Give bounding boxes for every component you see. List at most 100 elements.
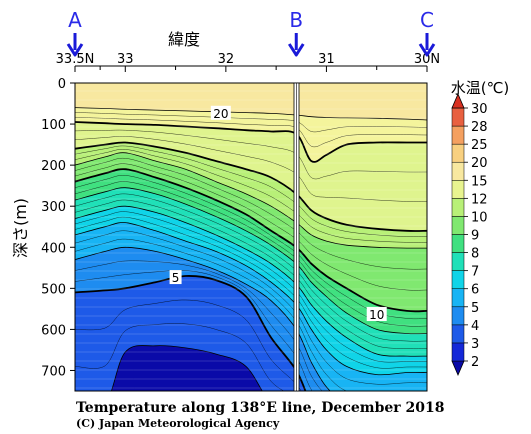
depth-tick-label: 300 <box>41 200 66 215</box>
isotherm-minor <box>75 238 348 391</box>
isotherm-minor <box>75 216 427 369</box>
depth-axis-label: 深さ(m) <box>11 198 30 258</box>
isotherm-minor <box>75 129 427 180</box>
colorbar-box <box>451 234 465 253</box>
depth-tick-label: 600 <box>41 323 66 338</box>
isotherm-minor <box>75 323 285 391</box>
band-below-3 <box>133 347 239 391</box>
depth-tick-label: 700 <box>41 364 66 379</box>
colorbar-label: 25 <box>471 138 488 153</box>
isotherm-25 <box>75 107 427 121</box>
depth-tick-label: 0 <box>58 77 66 92</box>
colorbar-box <box>451 143 465 163</box>
isotherm-minor <box>75 211 427 363</box>
isotherm-minor <box>75 149 427 243</box>
isotherm-15 <box>75 141 427 232</box>
latitude-tick-label: 33 <box>117 52 134 67</box>
colorbar-label: 28 <box>471 120 488 135</box>
colorbar-box <box>451 125 465 145</box>
contour-label-bg <box>169 270 182 285</box>
colorbar-box <box>451 180 465 199</box>
colorbar-label: 12 <box>471 192 488 207</box>
isotherm-minor <box>75 193 427 342</box>
isotherm-minor <box>75 145 427 237</box>
colorbar-title: 水温(℃) <box>451 79 510 97</box>
contour-label-bg <box>210 105 231 120</box>
isotherm-10 <box>75 168 427 313</box>
station-markers: A B C <box>66 8 436 57</box>
colorbar-label: 7 <box>471 265 479 280</box>
depth-ticks: 0 100 200 300 400 500 600 700 <box>41 77 75 379</box>
station-c-label: C <box>420 8 434 32</box>
colorbar-label: 10 <box>471 210 488 225</box>
colorbar-box <box>451 252 465 271</box>
colorbar-label: 20 <box>471 156 488 171</box>
colorbar-box <box>451 161 465 181</box>
station-a-arrowhead <box>66 43 84 57</box>
latitude-tick-label: 30N <box>414 52 440 67</box>
latitude-axis: 33.5N 33 32 31 30N 緯度 <box>56 30 440 72</box>
contour-labels: 20 5 10 <box>169 105 387 322</box>
chart-title: Temperature along 138°E line, December 2… <box>76 400 445 416</box>
isotherm-lines <box>75 107 427 391</box>
station-b-section-line <box>293 82 300 392</box>
depth-tick-label: 100 <box>41 118 66 133</box>
latitude-tick-label: 33.5N <box>56 52 95 67</box>
colorbar-label: 8 <box>471 247 479 262</box>
depth-tick-label: 500 <box>41 282 66 297</box>
colorbar-box <box>451 342 465 362</box>
isotherm-8 <box>75 205 427 357</box>
isotherm-minor <box>75 112 427 133</box>
colorbar-label: 5 <box>471 301 479 316</box>
colorbar-labels: 2 3 4 5 6 7 8 9 10 12 15 20 25 28 30 <box>464 102 488 370</box>
isotherm-minor <box>75 157 427 270</box>
station-b-label: B <box>289 8 303 32</box>
contour-label: 10 <box>369 308 384 322</box>
colorbar-box <box>451 306 465 326</box>
colorbar-label: 2 <box>471 355 479 370</box>
isotherm-minor <box>75 116 427 148</box>
depth-tick-label: 200 <box>41 159 66 174</box>
station-a-label: A <box>68 8 82 32</box>
colorbar-label: 30 <box>471 102 488 117</box>
section-plot-area <box>75 83 427 391</box>
colorbar-label: 4 <box>471 319 479 334</box>
colorbar-boxes <box>451 92 465 377</box>
colorbar-box <box>451 324 465 344</box>
isotherm-20 <box>75 121 427 163</box>
isotherm-minor <box>75 270 313 391</box>
latitude-axis-label: 緯度 <box>168 30 200 49</box>
isotherm-minor <box>75 136 427 202</box>
depth-axis: 0 100 200 300 400 500 600 700 深さ(m) <box>11 77 75 379</box>
isotherm-7 <box>75 222 427 376</box>
colorbar-box <box>451 107 465 127</box>
isotherm-minor <box>75 163 427 291</box>
isotherm-12 <box>75 152 427 249</box>
contour-label: 5 <box>172 271 180 285</box>
plot-frame <box>74 82 428 392</box>
isotherm-4 <box>110 345 263 391</box>
isotherm-minor <box>75 199 427 350</box>
station-c-arrowhead <box>418 43 436 57</box>
isotherm-minor <box>75 230 427 385</box>
isotherm-6 <box>75 246 331 391</box>
station-b-arrowhead <box>287 43 305 57</box>
colorbar-bottom-arrow <box>451 360 465 377</box>
isotherm-9 <box>75 187 427 335</box>
latitude-ticks: 33.5N 33 32 31 30N <box>56 52 440 72</box>
colorbar-label: 15 <box>471 174 488 189</box>
latitude-tick-label: 32 <box>218 52 235 67</box>
contour-label: 20 <box>213 107 228 121</box>
depth-tick-label: 400 <box>41 241 66 256</box>
latitude-tick-label: 31 <box>318 52 335 67</box>
colorbar-box <box>451 270 465 289</box>
colorbar: 水温(℃) 2 3 4 5 6 7 8 9 10 12 15 20 25 28 30 <box>451 79 510 377</box>
contour-label-bg <box>366 307 387 322</box>
colorbar-label: 9 <box>471 229 479 244</box>
isotherm-minor <box>75 260 323 391</box>
colorbar-label: 3 <box>471 337 479 352</box>
colorbar-box <box>451 216 465 235</box>
isotherm-5 <box>75 275 307 391</box>
colorbar-label: 6 <box>471 283 479 298</box>
temperature-bands <box>75 83 427 391</box>
